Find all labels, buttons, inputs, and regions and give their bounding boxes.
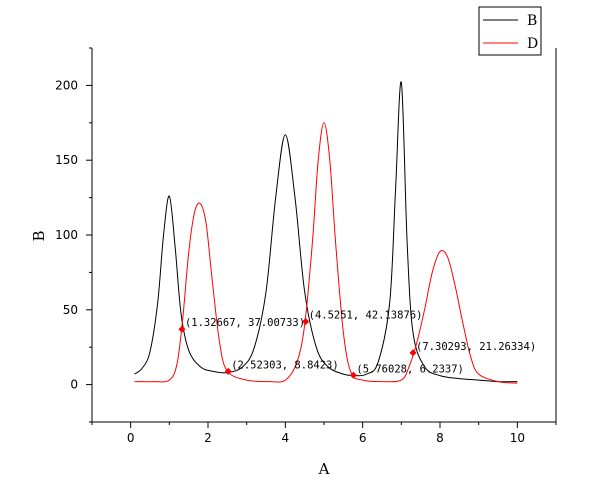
series-line-b (134, 81, 518, 383)
y-axis-title: B (30, 230, 48, 241)
annotation-label: (2.52303, 8.8423) (231, 359, 338, 371)
y-tick-label: 150 (55, 153, 78, 167)
annotation-marker (224, 367, 232, 375)
x-axis-title: A (318, 460, 330, 478)
annotation-marker (349, 371, 357, 379)
series-line-d (134, 122, 518, 384)
legend: B D (478, 6, 542, 56)
legend-box (478, 6, 542, 56)
y-tick-label: 50 (63, 303, 78, 317)
x-tick-label: 0 (127, 431, 135, 445)
annotation-label: (5.76028, 6.2337) (356, 363, 463, 375)
annotation-marker (302, 318, 310, 326)
legend-label-b: B (527, 13, 537, 29)
y-tick-label: 100 (55, 228, 78, 242)
x-tick-label: 4 (282, 431, 290, 445)
x-tick-label: 6 (359, 431, 367, 445)
annotation-marker (409, 349, 417, 357)
y-tick-label: 0 (70, 378, 78, 392)
annotation-label: (7.30293, 21.26334) (416, 341, 536, 353)
annotation-marker (178, 325, 186, 333)
x-tick-label: 10 (510, 431, 525, 445)
annotations: (1.32667, 37.00733) (2.52303, 8.8423) (4.5… (178, 310, 536, 379)
y-tick-label: 200 (55, 78, 78, 92)
annotation-label: (4.5251, 42.13876) (309, 310, 423, 322)
x-tick-label: 2 (204, 431, 212, 445)
x-tick-label: 8 (436, 431, 444, 445)
legend-label-d: D (527, 36, 538, 52)
annotation-label: (1.32667, 37.00733) (185, 317, 305, 329)
plot-area (134, 81, 518, 384)
